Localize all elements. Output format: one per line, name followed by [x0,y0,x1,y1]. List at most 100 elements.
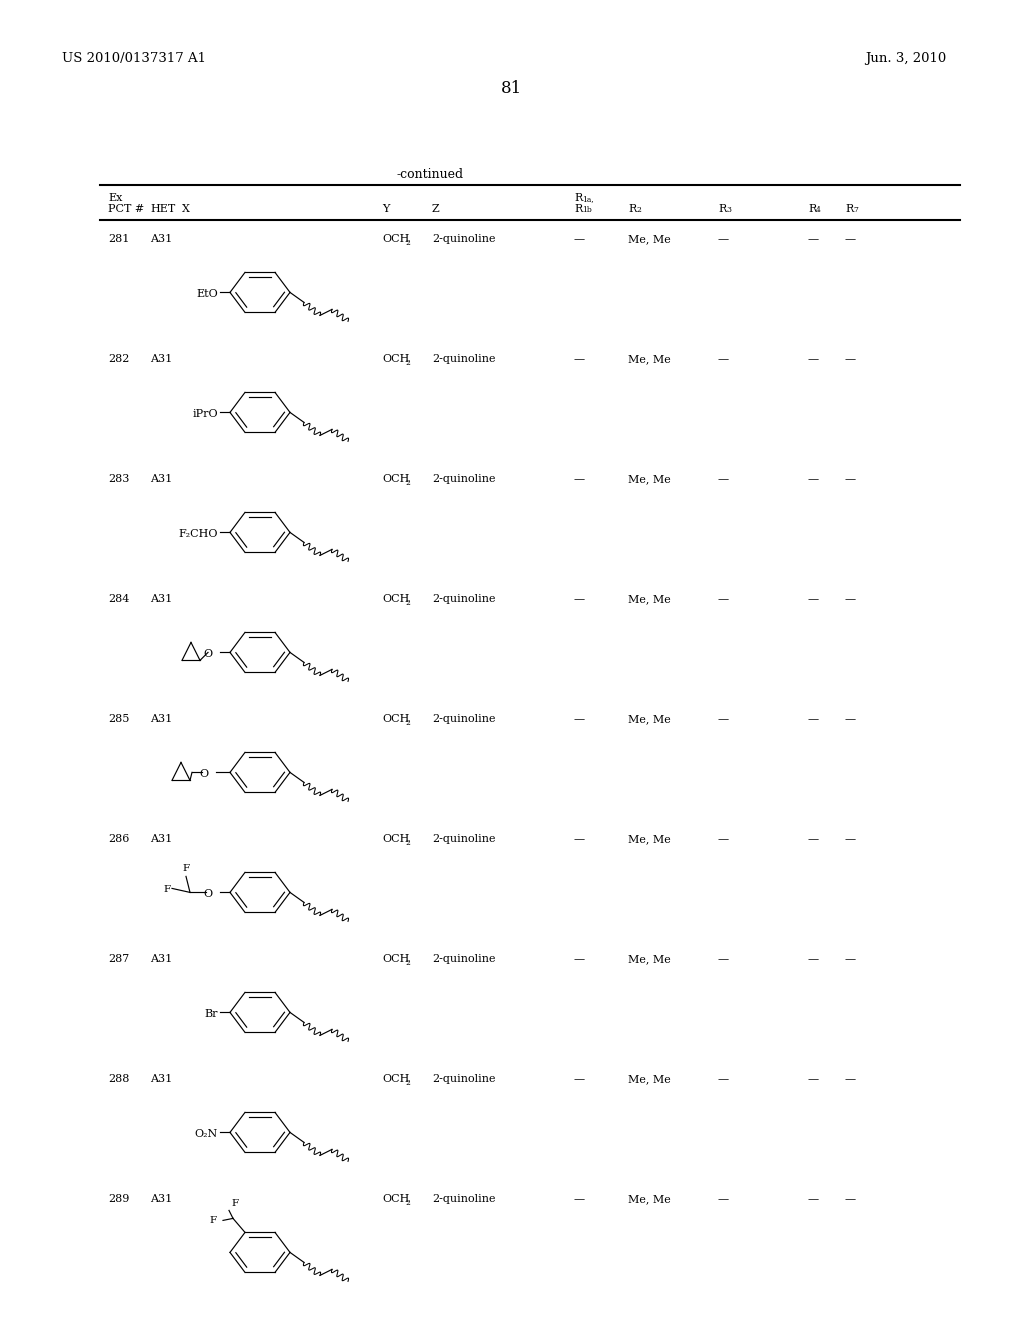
Text: A31: A31 [150,714,172,723]
Text: 1b: 1b [582,206,592,214]
Text: iPrO: iPrO [193,409,218,418]
Text: —: — [845,594,856,605]
Text: —: — [574,834,585,843]
Text: —: — [574,1074,585,1084]
Text: —: — [845,1195,856,1204]
Text: OCH: OCH [382,1195,410,1204]
Text: R: R [718,205,726,214]
Text: R: R [574,205,583,214]
Text: —: — [718,1195,729,1204]
Text: 2-quinoline: 2-quinoline [432,1074,496,1084]
Text: A31: A31 [150,1074,172,1084]
Text: —: — [845,474,856,484]
Text: —: — [808,1195,819,1204]
Text: 2-quinoline: 2-quinoline [432,834,496,843]
Text: 288: 288 [108,1074,129,1084]
Text: 282: 282 [108,354,129,364]
Text: —: — [808,714,819,723]
Text: O: O [199,768,208,779]
Text: —: — [574,594,585,605]
Text: A31: A31 [150,1195,172,1204]
Text: Jun. 3, 2010: Jun. 3, 2010 [865,51,946,65]
Text: US 2010/0137317 A1: US 2010/0137317 A1 [62,51,206,65]
Text: OCH: OCH [382,354,410,364]
Text: —: — [574,234,585,244]
Text: 2: 2 [406,840,410,847]
Text: 289: 289 [108,1195,129,1204]
Text: 2-quinoline: 2-quinoline [432,594,496,605]
Text: —: — [845,954,856,964]
Text: OCH: OCH [382,594,410,605]
Text: 2: 2 [406,1199,410,1206]
Text: —: — [574,354,585,364]
Text: —: — [574,474,585,484]
Text: F: F [231,1200,239,1208]
Text: —: — [845,1074,856,1084]
Text: 2: 2 [406,239,410,247]
Text: 7: 7 [853,206,858,214]
Text: PCT #: PCT # [108,205,144,214]
Text: R: R [845,205,853,214]
Text: A31: A31 [150,834,172,843]
Text: —: — [718,1074,729,1084]
Text: 286: 286 [108,834,129,843]
Text: 4: 4 [816,206,821,214]
Text: Me, Me: Me, Me [628,714,671,723]
Text: 1a,: 1a, [582,195,594,203]
Text: R: R [628,205,636,214]
Text: 283: 283 [108,474,129,484]
Text: OCH: OCH [382,1074,410,1084]
Text: O₂N: O₂N [195,1129,218,1139]
Text: F: F [164,886,171,895]
Text: —: — [574,714,585,723]
Text: 2-quinoline: 2-quinoline [432,234,496,244]
Text: 2: 2 [406,960,410,968]
Text: R: R [574,193,583,203]
Text: —: — [718,234,729,244]
Text: —: — [718,354,729,364]
Text: —: — [718,594,729,605]
Text: —: — [718,834,729,843]
Text: X: X [182,205,189,214]
Text: O: O [203,649,212,659]
Text: A31: A31 [150,354,172,364]
Text: 2: 2 [636,206,641,214]
Text: 284: 284 [108,594,129,605]
Text: 2: 2 [406,1078,410,1086]
Text: 2-quinoline: 2-quinoline [432,354,496,364]
Text: Me, Me: Me, Me [628,954,671,964]
Text: 2-quinoline: 2-quinoline [432,474,496,484]
Text: —: — [808,354,819,364]
Text: —: — [808,474,819,484]
Text: —: — [574,954,585,964]
Text: O: O [203,888,212,899]
Text: 287: 287 [108,954,129,964]
Text: 2-quinoline: 2-quinoline [432,954,496,964]
Text: 2: 2 [406,719,410,727]
Text: F: F [210,1216,217,1225]
Text: 2: 2 [406,479,410,487]
Text: Me, Me: Me, Me [628,234,671,244]
Text: HET: HET [150,205,175,214]
Text: —: — [718,474,729,484]
Text: —: — [808,834,819,843]
Text: —: — [808,234,819,244]
Text: 281: 281 [108,234,129,244]
Text: Me, Me: Me, Me [628,354,671,364]
Text: —: — [574,1195,585,1204]
Text: Ex: Ex [108,193,123,203]
Text: Z: Z [432,205,439,214]
Text: F₂CHO: F₂CHO [178,529,218,539]
Text: OCH: OCH [382,834,410,843]
Text: A31: A31 [150,474,172,484]
Text: —: — [718,954,729,964]
Text: —: — [845,354,856,364]
Text: 285: 285 [108,714,129,723]
Text: OCH: OCH [382,954,410,964]
Text: —: — [808,1074,819,1084]
Text: A31: A31 [150,234,172,244]
Text: OCH: OCH [382,474,410,484]
Text: Me, Me: Me, Me [628,594,671,605]
Text: Me, Me: Me, Me [628,474,671,484]
Text: OCH: OCH [382,234,410,244]
